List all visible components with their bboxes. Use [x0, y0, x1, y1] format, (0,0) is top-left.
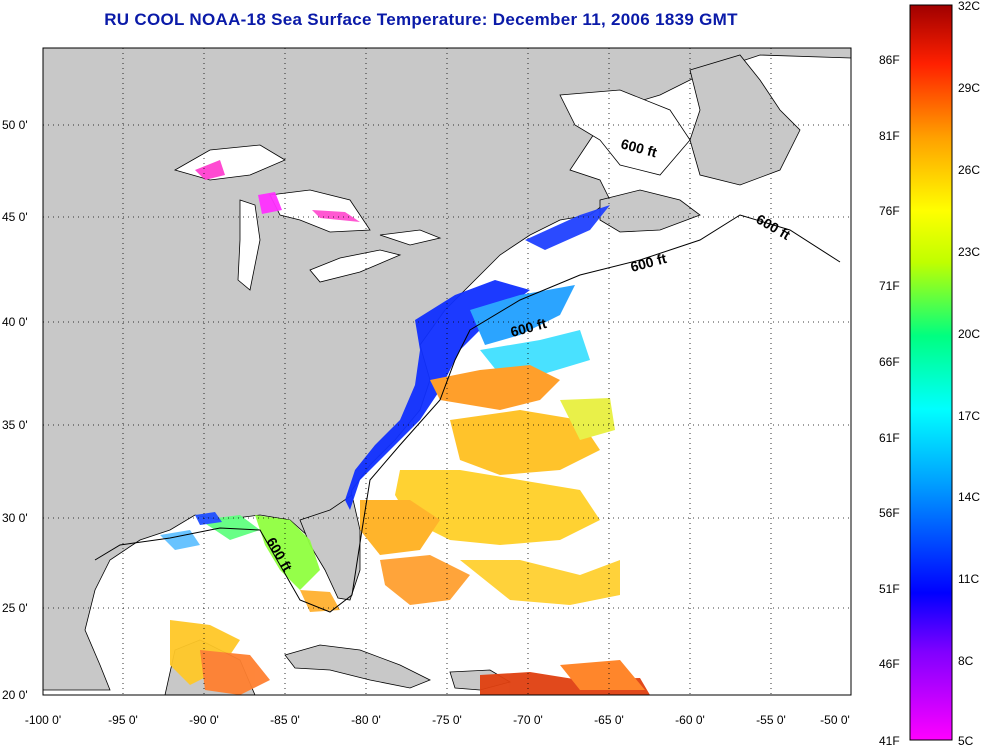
colorbar-fahrenheit-label: 76F: [879, 204, 900, 218]
lon-tick-label: -90 0': [189, 713, 219, 727]
map-frame: [43, 48, 851, 695]
lat-tick-label: 40 0': [2, 315, 28, 329]
colorbar-celsius-label: 11C: [958, 572, 979, 586]
lon-tick-label: -60 0': [675, 713, 705, 727]
lon-tick-label: -50 0': [820, 713, 850, 727]
lat-tick-label: 35 0': [2, 418, 28, 432]
land-newfoundland: [689, 54, 801, 186]
colorbar-fahrenheit-label: 61F: [879, 431, 900, 445]
lon-tick-label: -75 0': [432, 713, 462, 727]
land-cuba: [284, 644, 431, 689]
gulf-st-lawrence: [559, 89, 691, 176]
colorbar-fahrenheit-label: 41F: [879, 734, 900, 748]
colorbar-celsius-label: 14C: [958, 490, 980, 504]
colorbar-fahrenheit-label: 46F: [879, 657, 900, 671]
lon-tick-label: -65 0': [594, 713, 624, 727]
colorbar: 32C 29C 26C 23C 20C 17C 14C 11C 8C 5C 86…: [879, 0, 980, 748]
colorbar-gradient: [909, 4, 953, 741]
colorbar-celsius-label: 5C: [958, 734, 974, 748]
colorbar-celsius-label: 26C: [958, 163, 980, 177]
lon-tick-label: -80 0': [351, 713, 381, 727]
lon-axis: -100 0' -95 0' -90 0' -85 0' -80 0' -75 …: [25, 713, 850, 727]
colorbar-fahrenheit-label: 86F: [879, 53, 900, 67]
lat-axis: 50 0' 45 0' 40 0' 35 0' 30 0' 25 0' 20 0…: [2, 118, 28, 702]
land-florida: [299, 494, 361, 601]
lat-tick-label: 20 0': [2, 688, 28, 702]
colorbar-celsius-label: 29C: [958, 81, 980, 95]
lat-tick-label: 30 0': [2, 511, 28, 525]
depth-contour-600ft: [94, 214, 841, 613]
lat-tick-label: 50 0': [2, 118, 28, 132]
lon-tick-label: -85 0': [270, 713, 300, 727]
map-title: RU COOL NOAA-18 Sea Surface Temperature:…: [104, 10, 738, 29]
colorbar-celsius-label: 32C: [958, 0, 980, 13]
colorbar-fahrenheit-label: 66F: [879, 355, 900, 369]
colorbar-fahrenheit-label: 71F: [879, 279, 900, 293]
sst-patches: [160, 160, 650, 695]
great-lakes: [173, 144, 442, 291]
lon-tick-label: -100 0': [25, 713, 61, 727]
lat-tick-label: 45 0': [2, 210, 28, 224]
colorbar-celsius-label: 23C: [958, 245, 980, 259]
colorbar-celsius-label: 20C: [958, 327, 980, 341]
lon-tick-label: -70 0': [513, 713, 543, 727]
colorbar-celsius-label: 8C: [958, 654, 974, 668]
colorbar-fahrenheit-label: 56F: [879, 506, 900, 520]
lon-tick-label: -55 0': [756, 713, 786, 727]
lat-tick-label: 25 0': [2, 601, 28, 615]
lon-tick-label: -95 0': [108, 713, 138, 727]
land-nova-scotia: [599, 189, 701, 233]
colorbar-fahrenheit-label: 81F: [879, 129, 900, 143]
colorbar-celsius-label: 17C: [958, 409, 980, 423]
colorbar-fahrenheit-label: 51F: [879, 582, 900, 596]
